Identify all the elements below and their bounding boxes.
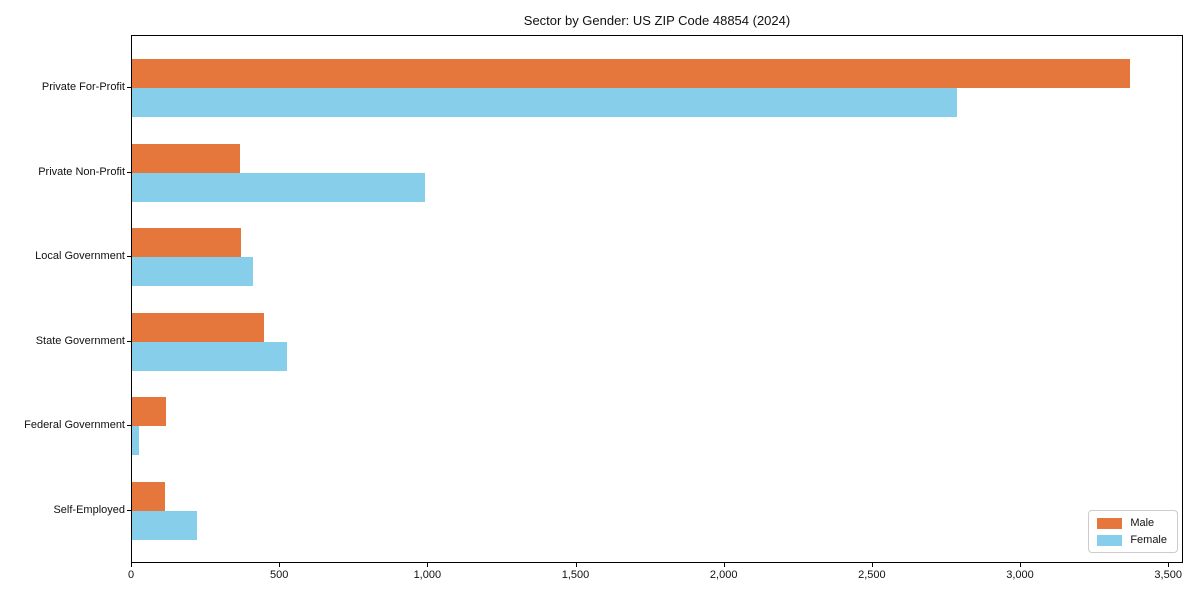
legend-label-male: Male (1130, 517, 1155, 529)
y-tick-label-local-government: Local Government (35, 250, 125, 263)
bar-male-self-employed (132, 481, 165, 511)
y-tick-mark (127, 425, 131, 427)
y-tick-mark (127, 256, 131, 258)
y-tick-label-private-non-profit: Private Non-Profit (38, 165, 125, 178)
y-tick-mark (127, 509, 131, 511)
bar-female-federal-government (132, 426, 139, 456)
x-tick-label-1000: 1,000 (413, 569, 442, 581)
bar-female-local-government (132, 257, 254, 287)
y-tick-mark (127, 171, 131, 173)
legend-swatch-female (1097, 534, 1123, 546)
x-tick-label-3000: 3,000 (1006, 569, 1034, 581)
bar-male-local-government (132, 228, 242, 258)
bar-female-self-employed (132, 510, 198, 540)
x-tick-mark (427, 563, 429, 567)
y-tick-mark (127, 340, 131, 342)
x-tick-mark (871, 563, 873, 567)
legend-entry-male: Male (1097, 517, 1167, 529)
x-tick-label-0: 0 (127, 569, 135, 581)
x-tick-label-3500: 3,500 (1154, 569, 1182, 581)
bar-male-state-government (132, 312, 264, 342)
x-tick-mark (131, 563, 132, 567)
bar-female-private-non-profit (132, 172, 425, 202)
chart-title: Sector by Gender: US ZIP Code 48854 (202… (523, 13, 791, 28)
legend-label-female: Female (1130, 534, 1167, 546)
x-tick-mark (723, 563, 725, 567)
x-tick-mark (575, 563, 577, 567)
x-tick-label-2000: 2,000 (709, 569, 738, 581)
y-tick-label-federal-government: Federal Government (24, 419, 125, 432)
bar-male-private-for-profit (132, 59, 1131, 89)
legend-entry-female: Female (1097, 534, 1167, 546)
bar-male-private-non-profit (132, 143, 240, 173)
x-tick-mark (1020, 563, 1021, 567)
x-tick-label-2500: 2,500 (858, 569, 886, 581)
x-tick-mark (279, 563, 281, 567)
legend-swatch-male (1097, 517, 1123, 529)
plot-area (131, 35, 1183, 563)
x-tick-label-500: 500 (269, 569, 289, 581)
y-tick-mark (127, 87, 131, 89)
bar-male-federal-government (132, 397, 166, 427)
x-tick-label-1500: 1,500 (561, 569, 590, 581)
y-tick-label-private-for-profit: Private For-Profit (41, 81, 125, 94)
bar-female-private-for-profit (132, 88, 958, 118)
legend: Male Female (1088, 510, 1178, 553)
bar-female-state-government (132, 341, 288, 371)
y-tick-label-state-government: State Government (35, 334, 125, 347)
x-tick-mark (1168, 563, 1170, 567)
y-tick-label-self-employed: Self-Employed (53, 503, 125, 516)
